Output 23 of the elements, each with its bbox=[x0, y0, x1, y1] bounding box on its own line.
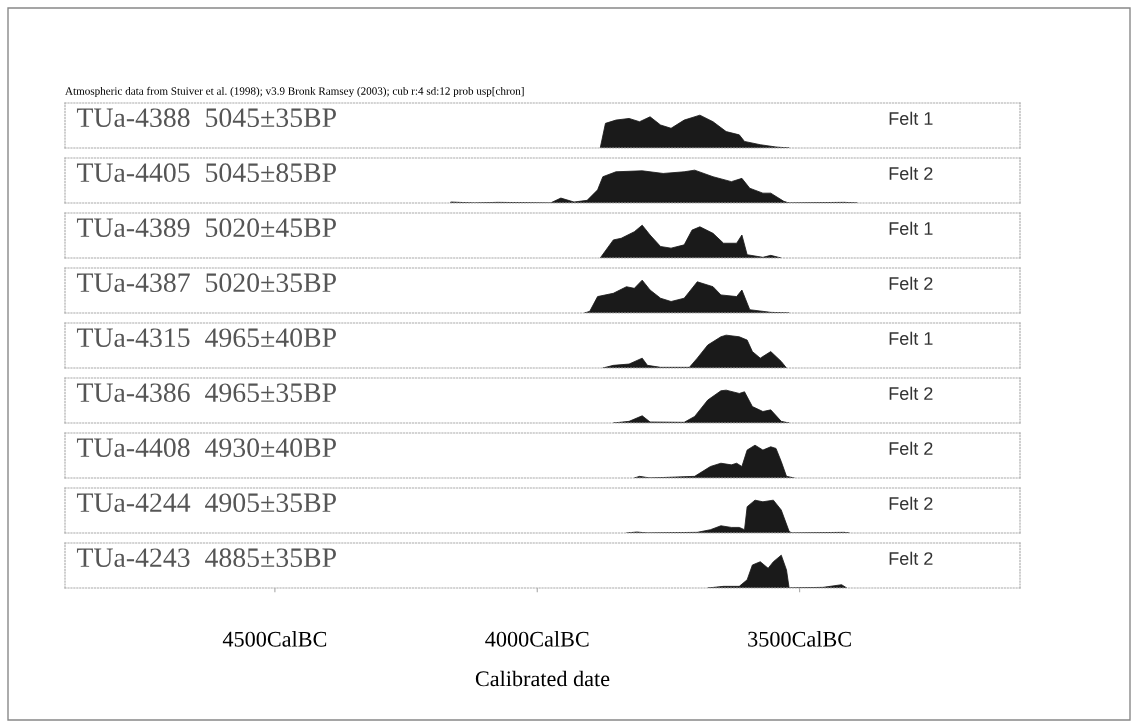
annotation: TUa-4405 5045±85BP bbox=[76, 163, 336, 183]
annotation: TUa-4244 4905±35BP bbox=[76, 493, 336, 513]
annotation: Felt 2 bbox=[889, 441, 933, 455]
annotation: TUa-4386 4965±35BP bbox=[76, 383, 336, 403]
annotation: Felt 1 bbox=[889, 331, 933, 345]
annotation: TUa-4389 5020±45BP bbox=[76, 218, 336, 238]
x-axis-title: Calibrated date bbox=[475, 670, 610, 687]
x-tick-label: 3500CalBC bbox=[748, 631, 851, 647]
annotation: Felt 2 bbox=[889, 166, 933, 180]
annotation: TUa-4243 4885±35BP bbox=[76, 548, 336, 568]
chart-title: Atmospheric data from Stuiver et al. (1998); v3.9 Bronk Ramsey (2003); cub r:4 sd:12 prob usp[chron] bbox=[65, 86, 524, 98]
annotation: Felt 2 bbox=[889, 551, 933, 565]
annotation: TUa-4387 5020±35BP bbox=[76, 273, 336, 293]
x-tick-label: 4500CalBC bbox=[222, 631, 327, 647]
annotation: Felt 2 bbox=[889, 386, 933, 400]
annotation: TUa-4315 4965±40BP bbox=[76, 328, 336, 348]
annotation: Felt 1 bbox=[889, 111, 933, 125]
annotation: TUa-4408 4930±40BP bbox=[76, 438, 336, 458]
annotation: Felt 1 bbox=[889, 221, 933, 235]
annotation: Felt 2 bbox=[889, 276, 933, 290]
x-tick-label: 4000CalBC bbox=[485, 631, 589, 647]
annotation: TUa-4388 5045±35BP bbox=[76, 108, 336, 128]
annotation: Felt 2 bbox=[889, 496, 933, 510]
